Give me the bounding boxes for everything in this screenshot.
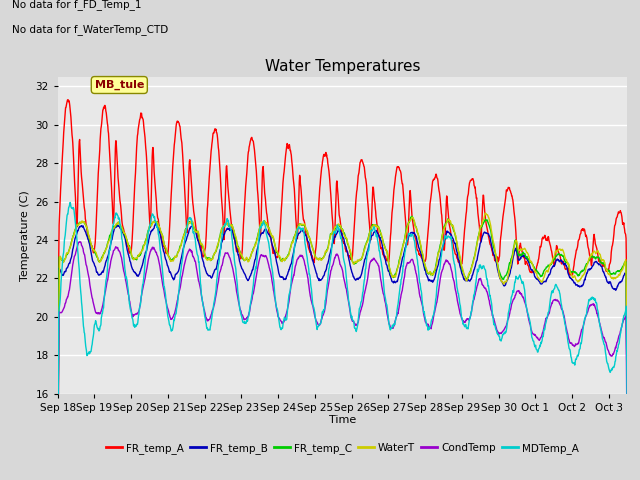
FR_temp_B (318, 276, 326, 282)
FR_temp_C (317, 256, 325, 262)
Y-axis label: Temperature (C): Temperature (C) (20, 190, 30, 281)
WaterT (317, 257, 325, 263)
MDTemp_A (296, 226, 303, 232)
MDTemp_A (122, 268, 129, 274)
Text: No data for f_WaterTemp_CTD: No data for f_WaterTemp_CTD (12, 24, 168, 36)
CondTemp (98, 305, 106, 311)
FR_temp_C (54, 475, 61, 480)
FR_temp_C (307, 240, 315, 246)
Text: No data for f_FD_Temp_1: No data for f_FD_Temp_1 (12, 0, 141, 10)
FR_temp_A (378, 246, 386, 252)
CondTemp (122, 275, 129, 280)
CondTemp (296, 254, 303, 260)
WaterT (296, 222, 303, 228)
FR_temp_C (408, 214, 416, 219)
FR_temp_C (378, 235, 385, 240)
CondTemp (378, 285, 386, 290)
WaterT (623, 450, 631, 456)
FR_temp_C (623, 423, 631, 429)
WaterT (307, 240, 315, 245)
FR_temp_B (121, 235, 129, 241)
X-axis label: Time: Time (329, 415, 356, 425)
MDTemp_A (67, 200, 74, 205)
CondTemp (318, 316, 326, 322)
FR_temp_A (623, 470, 631, 476)
MDTemp_A (318, 314, 326, 320)
FR_temp_A (98, 116, 106, 121)
Line: WaterT: WaterT (58, 213, 627, 480)
Line: FR_temp_B: FR_temp_B (58, 223, 627, 480)
FR_temp_B (308, 252, 316, 258)
WaterT (98, 256, 106, 262)
WaterT (121, 231, 129, 237)
FR_temp_A (65, 97, 72, 103)
Line: FR_temp_C: FR_temp_C (58, 216, 627, 478)
MDTemp_A (623, 433, 631, 439)
FR_temp_A (318, 164, 326, 170)
Legend: FR_temp_A, FR_temp_B, FR_temp_C, WaterT, CondTemp, MDTemp_A: FR_temp_A, FR_temp_B, FR_temp_C, WaterT,… (102, 439, 583, 458)
WaterT (482, 210, 490, 216)
FR_temp_C (121, 232, 129, 238)
CondTemp (308, 298, 316, 304)
FR_temp_B (98, 269, 106, 275)
MDTemp_A (98, 311, 106, 316)
Text: MB_tule: MB_tule (95, 80, 144, 90)
Line: FR_temp_A: FR_temp_A (58, 100, 627, 480)
Line: MDTemp_A: MDTemp_A (58, 203, 627, 480)
MDTemp_A (378, 265, 386, 271)
FR_temp_C (98, 254, 106, 260)
FR_temp_C (296, 221, 303, 227)
FR_temp_B (378, 241, 386, 247)
Line: CondTemp: CondTemp (58, 242, 627, 480)
WaterT (378, 233, 385, 239)
FR_temp_A (308, 252, 316, 257)
CondTemp (623, 456, 631, 462)
FR_temp_B (296, 230, 303, 236)
FR_temp_B (152, 220, 159, 226)
FR_temp_A (122, 232, 129, 238)
CondTemp (76, 239, 83, 245)
Title: Water Temperatures: Water Temperatures (265, 59, 420, 74)
FR_temp_A (296, 172, 303, 178)
FR_temp_B (623, 430, 631, 436)
MDTemp_A (308, 286, 316, 292)
